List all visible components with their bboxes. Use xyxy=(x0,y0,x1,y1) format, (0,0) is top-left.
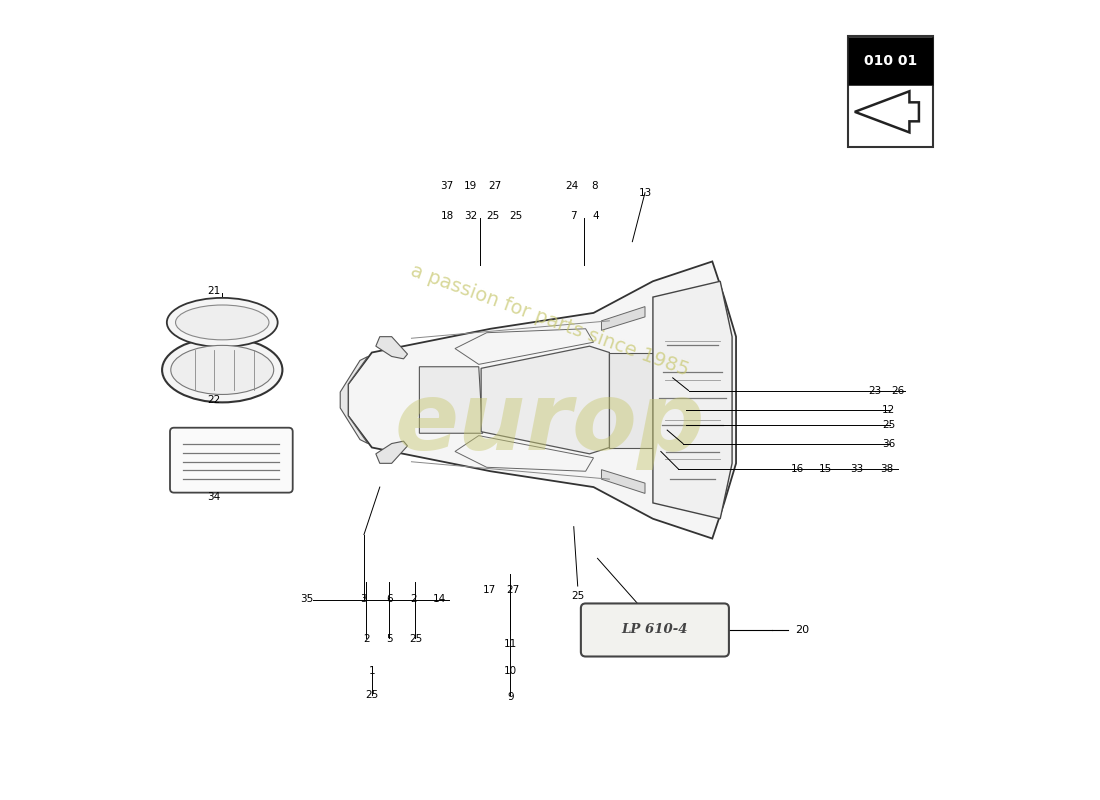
Polygon shape xyxy=(376,441,407,463)
Text: 19: 19 xyxy=(464,182,477,191)
Text: 2: 2 xyxy=(363,634,370,644)
Text: 37: 37 xyxy=(440,182,453,191)
Text: 32: 32 xyxy=(464,211,477,222)
Text: 25: 25 xyxy=(571,591,584,602)
Text: 34: 34 xyxy=(207,491,220,502)
Polygon shape xyxy=(609,353,653,447)
Text: 27: 27 xyxy=(488,182,502,191)
Text: 2: 2 xyxy=(410,594,417,605)
Text: 1: 1 xyxy=(368,666,375,676)
Text: 12: 12 xyxy=(882,405,895,414)
Text: 21: 21 xyxy=(207,286,220,296)
Text: 25: 25 xyxy=(509,211,522,222)
Polygon shape xyxy=(419,366,483,434)
Text: 23: 23 xyxy=(868,386,881,395)
Text: 26: 26 xyxy=(892,386,905,395)
Ellipse shape xyxy=(176,305,270,340)
Text: 5: 5 xyxy=(386,634,393,644)
Text: 25: 25 xyxy=(409,634,422,644)
Text: 8: 8 xyxy=(591,182,597,191)
Text: 17: 17 xyxy=(483,585,496,595)
FancyBboxPatch shape xyxy=(581,603,729,657)
Text: 24: 24 xyxy=(565,182,579,191)
Polygon shape xyxy=(855,91,918,133)
Text: 14: 14 xyxy=(432,594,446,605)
Text: 15: 15 xyxy=(818,464,832,474)
Text: 27: 27 xyxy=(506,585,519,595)
Text: 13: 13 xyxy=(638,187,651,198)
Text: LP 610-4: LP 610-4 xyxy=(621,623,688,636)
Text: 7: 7 xyxy=(571,211,578,222)
Text: 35: 35 xyxy=(300,594,313,605)
Text: 010 01: 010 01 xyxy=(864,54,917,68)
Text: 16: 16 xyxy=(791,464,804,474)
Text: 25: 25 xyxy=(365,690,378,699)
Text: 33: 33 xyxy=(849,464,864,474)
Text: 4: 4 xyxy=(593,211,600,222)
Text: a passion for parts since 1985: a passion for parts since 1985 xyxy=(408,262,692,380)
Ellipse shape xyxy=(167,298,277,347)
Polygon shape xyxy=(602,306,645,330)
Polygon shape xyxy=(481,346,609,454)
Text: 38: 38 xyxy=(881,464,894,474)
Text: 3: 3 xyxy=(361,594,367,605)
Polygon shape xyxy=(340,357,367,443)
Polygon shape xyxy=(348,262,736,538)
Text: 20: 20 xyxy=(795,625,810,634)
Text: 25: 25 xyxy=(486,211,499,222)
Polygon shape xyxy=(602,470,645,494)
Text: 22: 22 xyxy=(207,395,220,405)
Ellipse shape xyxy=(170,346,274,394)
Text: 11: 11 xyxy=(504,639,517,649)
Ellipse shape xyxy=(162,338,283,402)
FancyBboxPatch shape xyxy=(848,36,933,146)
Polygon shape xyxy=(653,282,733,518)
Text: 9: 9 xyxy=(507,692,514,702)
Text: 10: 10 xyxy=(504,666,517,676)
Text: 6: 6 xyxy=(386,594,393,605)
FancyBboxPatch shape xyxy=(848,38,933,85)
Text: 18: 18 xyxy=(440,211,453,222)
Text: 25: 25 xyxy=(882,420,895,430)
Text: 36: 36 xyxy=(882,438,895,449)
FancyBboxPatch shape xyxy=(170,428,293,493)
Polygon shape xyxy=(376,337,407,359)
Text: europ: europ xyxy=(395,378,705,470)
